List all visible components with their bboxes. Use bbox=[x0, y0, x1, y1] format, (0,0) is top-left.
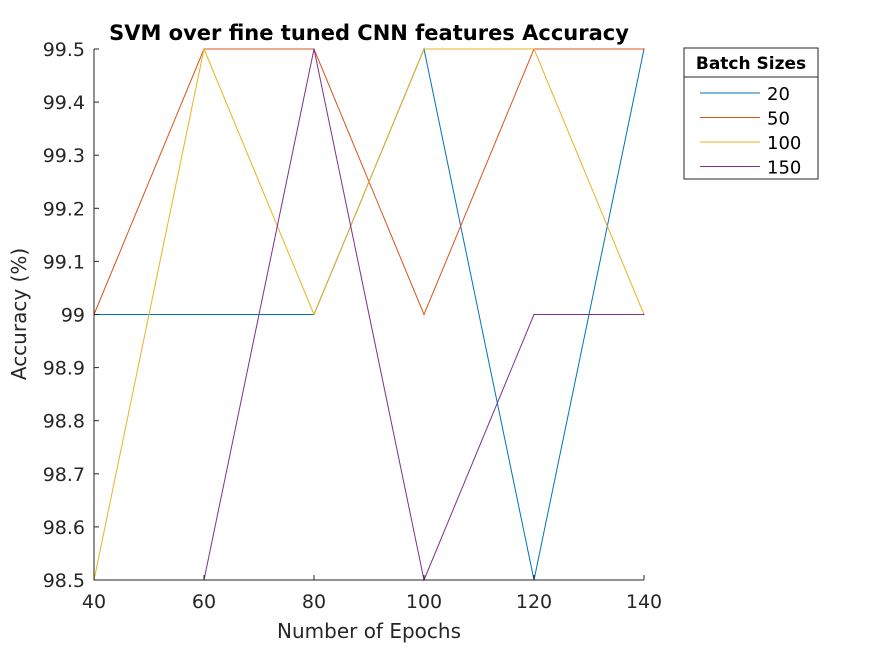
x-tick-label: 80 bbox=[302, 591, 326, 613]
y-axis-label: Accuracy (%) bbox=[7, 248, 31, 380]
y-tick-label: 99 bbox=[61, 305, 85, 327]
data-point-100-100 bbox=[423, 48, 425, 50]
y-tick-label: 98.8 bbox=[43, 411, 85, 433]
x-tick-label: 60 bbox=[192, 591, 216, 613]
legend: Batch Sizes 20 50 100 150 bbox=[683, 47, 819, 180]
x-tick-label: 140 bbox=[626, 591, 662, 613]
legend-box bbox=[683, 76, 819, 180]
data-point-150-120 bbox=[533, 313, 535, 316]
y-tick-label: 99.4 bbox=[43, 92, 85, 114]
y-tick-label: 98.9 bbox=[43, 358, 85, 380]
series-layer bbox=[93, 47, 645, 582]
y-tick-label: 99.5 bbox=[43, 39, 85, 61]
legend-entries: 20 50 100 150 bbox=[700, 84, 801, 179]
x-tick-label: 40 bbox=[82, 591, 106, 613]
data-point-50-140 bbox=[643, 48, 645, 50]
legend-title: Batch Sizes bbox=[696, 54, 806, 74]
legend-label-150: 150 bbox=[767, 158, 801, 179]
chart-title: SVM over fine tuned CNN features Accurac… bbox=[109, 21, 629, 45]
y-tick-label: 99.2 bbox=[43, 198, 85, 220]
y-tick-label: 98.5 bbox=[43, 570, 85, 592]
y-tick-label: 99.1 bbox=[43, 251, 85, 273]
data-point-100-60 bbox=[203, 48, 205, 50]
x-tick-label: 100 bbox=[406, 591, 442, 613]
y-tick-label: 98.6 bbox=[43, 517, 85, 539]
x-ticks: 40 60 80 100 120 140 bbox=[82, 575, 662, 613]
data-point-100-120 bbox=[533, 48, 535, 50]
y-ticks: 98.5 98.6 98.7 98.8 98.9 99 99.1 99.2 99.3 99.4 99… bbox=[43, 39, 99, 592]
data-point-150-140 bbox=[643, 313, 645, 316]
series-line-100 bbox=[93, 47, 645, 581]
x-tick-label: 120 bbox=[516, 591, 552, 613]
y-tick-label: 98.7 bbox=[43, 464, 85, 486]
data-point-100-80 bbox=[313, 313, 315, 316]
data-point-50-100 bbox=[423, 313, 425, 316]
legend-label-50: 50 bbox=[767, 109, 790, 130]
x-axis-label: Number of Epochs bbox=[277, 619, 461, 643]
legend-label-20: 20 bbox=[767, 84, 790, 105]
y-tick-label: 99.3 bbox=[43, 145, 85, 167]
legend-label-100: 100 bbox=[767, 133, 801, 154]
data-point-20-60 bbox=[203, 313, 205, 316]
data-point-150-80 bbox=[313, 48, 315, 50]
